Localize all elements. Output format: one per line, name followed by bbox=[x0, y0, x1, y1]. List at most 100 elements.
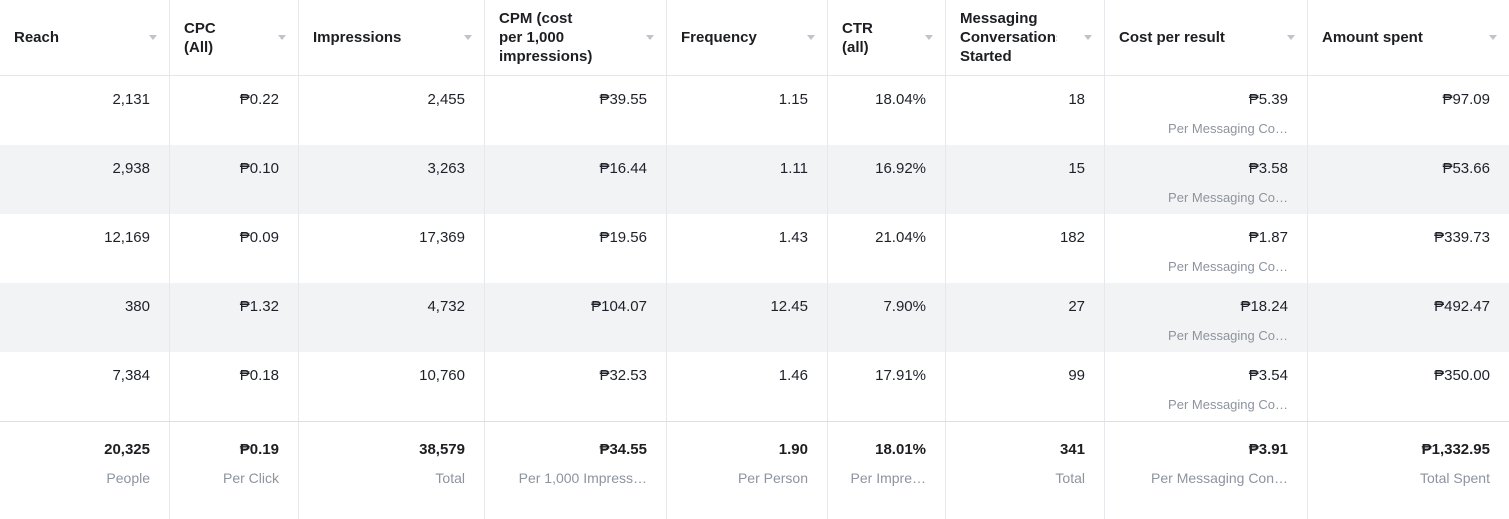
total-cell-cost-per-result: ₱3.91 Per Messaging Con… bbox=[1105, 422, 1308, 519]
table-row[interactable]: 380 ₱1.32 4,732 ₱104.07 12.45 7.90% 27 ₱… bbox=[0, 283, 1509, 352]
reach-value: 7,384 bbox=[112, 367, 150, 384]
cell-ctr: 16.92% bbox=[828, 145, 946, 214]
header-cell-cost-per-result[interactable]: Cost per result bbox=[1105, 0, 1308, 75]
sort-arrow-icon[interactable] bbox=[1489, 35, 1497, 40]
total-cpm-value: ₱34.55 bbox=[599, 441, 647, 458]
ctr-value: 7.90% bbox=[883, 298, 926, 315]
sort-arrow-icon[interactable] bbox=[149, 35, 157, 40]
table-row[interactable]: 12,169 ₱0.09 17,369 ₱19.56 1.43 21.04% 1… bbox=[0, 214, 1509, 283]
ctr-value: 17.91% bbox=[875, 367, 926, 384]
total-reach-unit: People bbox=[106, 470, 150, 486]
sort-arrow-icon[interactable] bbox=[807, 35, 815, 40]
frequency-value: 1.43 bbox=[778, 229, 808, 246]
cost-per-result-unit: Per Messaging Co… bbox=[1168, 121, 1288, 136]
cell-frequency: 1.43 bbox=[667, 214, 828, 283]
column-header-label: Frequency bbox=[681, 29, 757, 46]
cost-per-result-unit: Per Messaging Co… bbox=[1168, 397, 1288, 412]
cpm-value: ₱32.53 bbox=[599, 367, 647, 384]
cost-per-result-value: ₱1.87 bbox=[1248, 229, 1288, 246]
messaging-value: 182 bbox=[1059, 229, 1085, 246]
sort-arrow-icon[interactable] bbox=[1084, 35, 1092, 40]
amount-spent-value: ₱350.00 bbox=[1434, 367, 1490, 384]
cell-cpm: ₱16.44 bbox=[485, 145, 667, 214]
cpm-value: ₱19.56 bbox=[599, 229, 647, 246]
reach-value: 12,169 bbox=[104, 229, 150, 246]
impressions-value: 4,732 bbox=[427, 298, 465, 315]
cell-cost-per-result: ₱3.54 Per Messaging Co… bbox=[1105, 352, 1308, 421]
column-header-label: Cost per result bbox=[1119, 29, 1225, 46]
cell-cpm: ₱32.53 bbox=[485, 352, 667, 421]
cell-amount-spent: ₱97.09 bbox=[1308, 76, 1509, 145]
header-cell-impressions[interactable]: Impressions bbox=[299, 0, 485, 75]
cpc-value: ₱1.32 bbox=[239, 298, 279, 315]
cell-messaging: 99 bbox=[946, 352, 1105, 421]
total-cell-frequency: 1.90 Per Person bbox=[667, 422, 828, 519]
cell-impressions: 4,732 bbox=[299, 283, 485, 352]
total-cell-reach: 20,325 People bbox=[0, 422, 170, 519]
amount-spent-value: ₱97.09 bbox=[1442, 91, 1490, 108]
total-frequency-value: 1.90 bbox=[778, 441, 808, 458]
header-cell-reach[interactable]: Reach bbox=[0, 0, 170, 75]
header-cell-frequency[interactable]: Frequency bbox=[667, 0, 828, 75]
cell-cost-per-result: ₱18.24 Per Messaging Co… bbox=[1105, 283, 1308, 352]
cell-frequency: 12.45 bbox=[667, 283, 828, 352]
cell-cpc: ₱0.09 bbox=[170, 214, 299, 283]
cell-reach: 380 bbox=[0, 283, 170, 352]
table-row[interactable]: 7,384 ₱0.18 10,760 ₱32.53 1.46 17.91% 99… bbox=[0, 352, 1509, 421]
cell-impressions: 3,263 bbox=[299, 145, 485, 214]
column-header-label: CPM (cost per 1,000 impressions) bbox=[499, 10, 593, 65]
cell-impressions: 10,760 bbox=[299, 352, 485, 421]
table-row[interactable]: 2,131 ₱0.22 2,455 ₱39.55 1.15 18.04% 18 … bbox=[0, 76, 1509, 145]
cost-per-result-value: ₱5.39 bbox=[1248, 91, 1288, 108]
cost-per-result-value: ₱18.24 bbox=[1240, 298, 1288, 315]
cell-amount-spent: ₱339.73 bbox=[1308, 214, 1509, 283]
cell-cpm: ₱19.56 bbox=[485, 214, 667, 283]
total-cell-messaging: 341 Total bbox=[946, 422, 1105, 519]
cell-cpc: ₱0.22 bbox=[170, 76, 299, 145]
cell-reach: 2,131 bbox=[0, 76, 170, 145]
sort-arrow-icon[interactable] bbox=[646, 35, 654, 40]
frequency-value: 1.46 bbox=[778, 367, 808, 384]
sort-arrow-icon[interactable] bbox=[278, 35, 286, 40]
total-messaging-value: 341 bbox=[1059, 441, 1085, 458]
header-cell-ctr[interactable]: CTR (all) bbox=[828, 0, 946, 75]
total-impressions-value: 38,579 bbox=[419, 441, 465, 458]
total-cost-per-result-unit: Per Messaging Con… bbox=[1151, 470, 1288, 486]
total-reach-value: 20,325 bbox=[104, 441, 150, 458]
header-cell-cpc[interactable]: CPC (All) bbox=[170, 0, 299, 75]
reach-value: 380 bbox=[124, 298, 150, 315]
cpm-value: ₱16.44 bbox=[599, 160, 647, 177]
total-messaging-unit: Total bbox=[1055, 470, 1085, 486]
cell-impressions: 17,369 bbox=[299, 214, 485, 283]
cpc-value: ₱0.22 bbox=[239, 91, 279, 108]
header-cell-cpm[interactable]: CPM (cost per 1,000 impressions) bbox=[485, 0, 667, 75]
header-cell-amount-spent[interactable]: Amount spent bbox=[1308, 0, 1509, 75]
cell-cost-per-result: ₱1.87 Per Messaging Co… bbox=[1105, 214, 1308, 283]
messaging-value: 27 bbox=[1068, 298, 1085, 315]
cell-cpm: ₱39.55 bbox=[485, 76, 667, 145]
total-frequency-unit: Per Person bbox=[737, 470, 808, 486]
sort-arrow-icon[interactable] bbox=[464, 35, 472, 40]
total-cell-cpm: ₱34.55 Per 1,000 Impress… bbox=[485, 422, 667, 519]
cell-frequency: 1.15 bbox=[667, 76, 828, 145]
sort-arrow-icon[interactable] bbox=[1287, 35, 1295, 40]
cpc-value: ₱0.09 bbox=[239, 229, 279, 246]
cell-amount-spent: ₱492.47 bbox=[1308, 283, 1509, 352]
sort-arrow-icon[interactable] bbox=[925, 35, 933, 40]
column-header-label: CTR (all) bbox=[842, 19, 873, 56]
cpm-value: ₱104.07 bbox=[591, 298, 647, 315]
cell-ctr: 18.04% bbox=[828, 76, 946, 145]
frequency-value: 1.11 bbox=[779, 160, 808, 177]
total-cell-impressions: 38,579 Total bbox=[299, 422, 485, 519]
total-cell-cpc: ₱0.19 Per Click bbox=[170, 422, 299, 519]
cell-messaging: 15 bbox=[946, 145, 1105, 214]
cost-per-result-unit: Per Messaging Co… bbox=[1168, 190, 1288, 205]
cell-frequency: 1.11 bbox=[667, 145, 828, 214]
cell-messaging: 182 bbox=[946, 214, 1105, 283]
cell-amount-spent: ₱350.00 bbox=[1308, 352, 1509, 421]
header-cell-messaging-conversations-started[interactable]: Messaging Conversations Started bbox=[946, 0, 1105, 75]
table-row[interactable]: 2,938 ₱0.10 3,263 ₱16.44 1.11 16.92% 15 … bbox=[0, 145, 1509, 214]
cost-per-result-value: ₱3.58 bbox=[1248, 160, 1288, 177]
column-header-label: Reach bbox=[14, 29, 60, 46]
